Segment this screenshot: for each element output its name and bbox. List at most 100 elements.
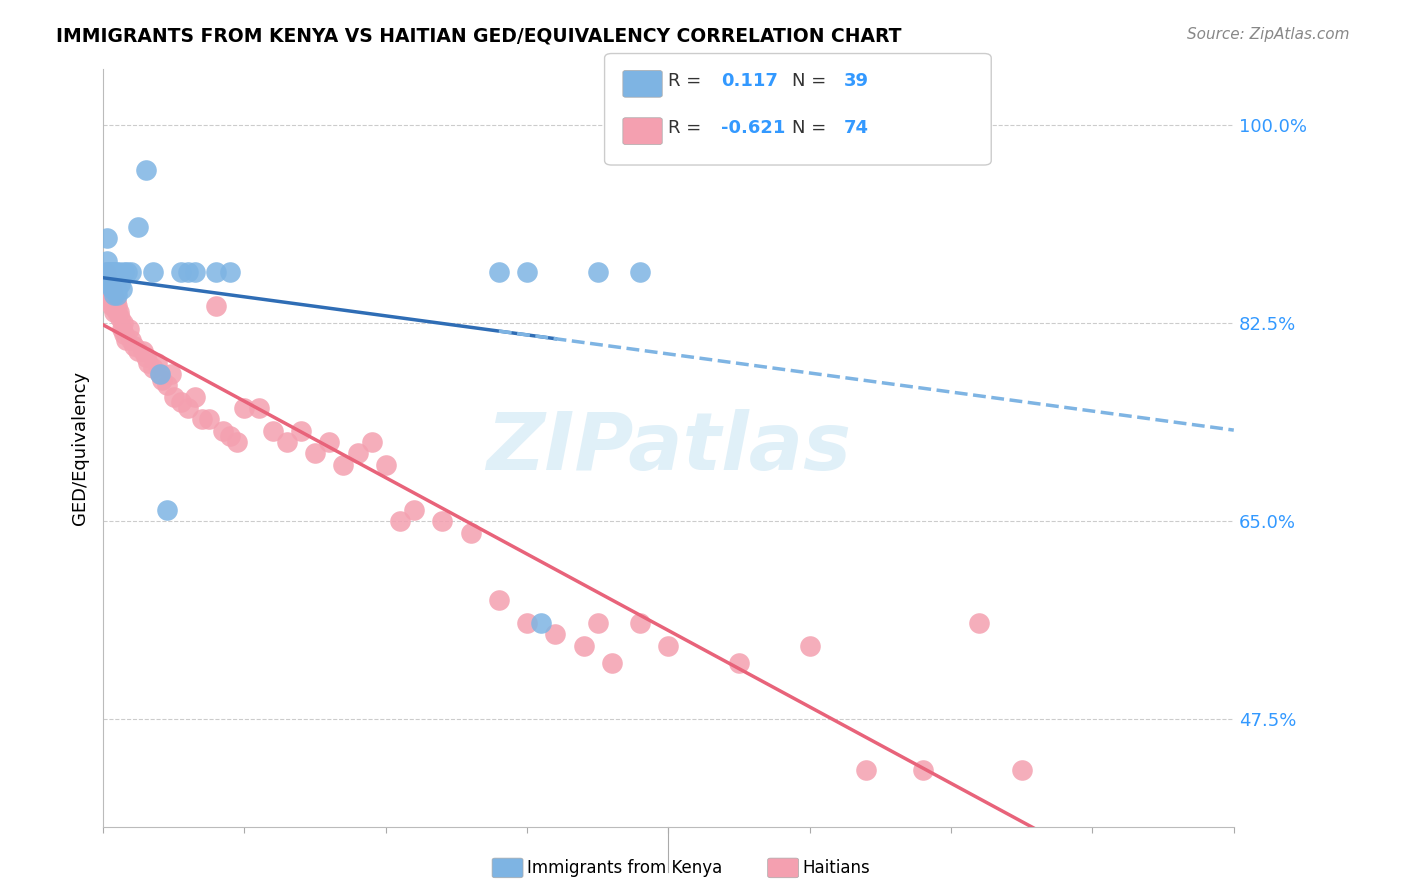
Point <box>111 316 134 330</box>
Point <box>97 277 120 291</box>
Point <box>103 265 125 279</box>
Point <box>170 265 193 279</box>
Point <box>117 322 139 336</box>
Point <box>799 639 821 653</box>
Point <box>460 525 482 540</box>
Point <box>135 350 157 364</box>
Point <box>100 265 122 279</box>
Point <box>586 265 609 279</box>
Point <box>105 282 128 296</box>
Point <box>304 446 326 460</box>
Point <box>177 265 200 279</box>
Point <box>226 435 249 450</box>
Point <box>516 265 538 279</box>
Point <box>97 277 120 291</box>
Point <box>98 293 121 308</box>
Point <box>108 310 131 325</box>
Point <box>101 277 124 291</box>
Point <box>114 333 136 347</box>
Text: Source: ZipAtlas.com: Source: ZipAtlas.com <box>1187 27 1350 42</box>
Point <box>104 271 127 285</box>
Point <box>160 367 183 381</box>
Point <box>402 503 425 517</box>
Point <box>108 277 131 291</box>
Point <box>205 299 228 313</box>
Point <box>131 344 153 359</box>
Point <box>138 356 160 370</box>
Point <box>219 429 242 443</box>
Point <box>120 265 142 279</box>
Point <box>103 305 125 319</box>
Point <box>191 412 214 426</box>
Point <box>100 282 122 296</box>
Point <box>247 401 270 415</box>
Point <box>318 435 340 450</box>
Point <box>120 333 142 347</box>
Text: 39: 39 <box>844 72 869 90</box>
Point <box>149 367 172 381</box>
Point <box>657 639 679 653</box>
Point <box>98 288 121 302</box>
Point <box>96 271 118 285</box>
Point <box>728 656 751 670</box>
Point <box>219 265 242 279</box>
Point <box>628 616 651 631</box>
Point <box>100 299 122 313</box>
Point <box>105 305 128 319</box>
Point <box>628 265 651 279</box>
Point <box>110 322 132 336</box>
Point <box>432 514 454 528</box>
Text: -0.621: -0.621 <box>721 119 786 136</box>
Point <box>855 764 877 778</box>
Point <box>110 282 132 296</box>
Text: Haitians: Haitians <box>803 859 870 877</box>
Point <box>115 265 138 279</box>
Point <box>969 616 991 631</box>
Point <box>96 231 118 245</box>
Point <box>212 424 235 438</box>
Point <box>198 412 221 426</box>
Point <box>101 288 124 302</box>
Point <box>516 616 538 631</box>
Text: IMMIGRANTS FROM KENYA VS HAITIAN GED/EQUIVALENCY CORRELATION CHART: IMMIGRANTS FROM KENYA VS HAITIAN GED/EQU… <box>56 27 901 45</box>
Point <box>97 265 120 279</box>
Text: R =: R = <box>668 119 707 136</box>
Point <box>97 282 120 296</box>
Point <box>135 163 157 178</box>
Point <box>233 401 256 415</box>
Point <box>94 265 117 279</box>
Point <box>488 593 510 607</box>
Text: R =: R = <box>668 72 707 90</box>
Text: ZIPatlas: ZIPatlas <box>486 409 851 487</box>
Point <box>94 265 117 279</box>
Text: N =: N = <box>792 119 831 136</box>
Text: N =: N = <box>792 72 831 90</box>
Point <box>103 288 125 302</box>
Point <box>544 627 567 641</box>
Point <box>205 265 228 279</box>
Point <box>96 254 118 268</box>
Point <box>163 390 186 404</box>
Point <box>146 356 169 370</box>
Point <box>184 390 207 404</box>
Point <box>101 265 124 279</box>
Point <box>142 361 165 376</box>
Point <box>104 293 127 308</box>
Point <box>107 305 129 319</box>
Point <box>96 288 118 302</box>
Point <box>149 367 172 381</box>
Point <box>100 282 122 296</box>
Point <box>142 265 165 279</box>
Point <box>98 265 121 279</box>
Point <box>103 299 125 313</box>
Text: 74: 74 <box>844 119 869 136</box>
Point <box>105 288 128 302</box>
Point <box>388 514 411 528</box>
Point <box>105 299 128 313</box>
Point <box>276 435 298 450</box>
Point <box>101 293 124 308</box>
Point <box>104 265 127 279</box>
Text: Immigrants from Kenya: Immigrants from Kenya <box>527 859 723 877</box>
Point <box>530 616 553 631</box>
Point <box>156 503 179 517</box>
